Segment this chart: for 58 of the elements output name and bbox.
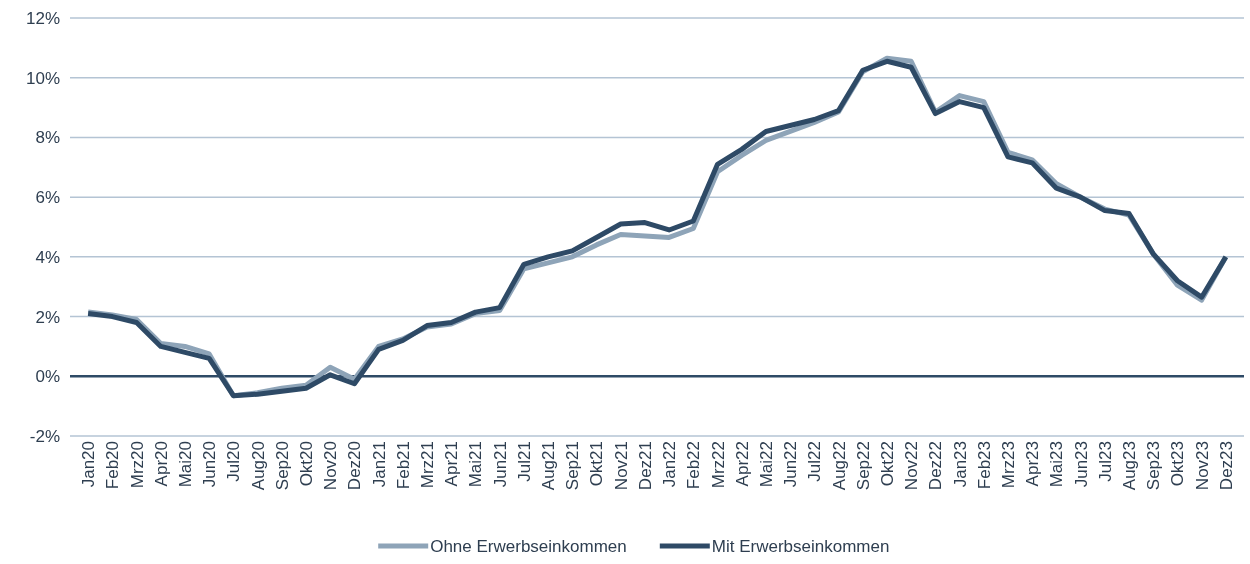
y-tick-label: 12% (25, 8, 60, 28)
x-tick-label: Mrz20 (127, 441, 147, 489)
x-tick-label: Jun23 (1071, 441, 1091, 488)
y-tick-label: 10% (25, 68, 60, 88)
x-tick-label: Nov23 (1192, 441, 1212, 491)
x-tick-label: Okt21 (587, 441, 607, 487)
x-tick-label: Aug23 (1120, 441, 1140, 491)
x-tick-label: Aug22 (829, 441, 849, 491)
x-tick-label: Mai21 (466, 441, 486, 488)
x-tick-label: Nov21 (611, 441, 631, 491)
x-tick-label: Jun22 (781, 441, 801, 488)
x-tick-label: Mrz21 (418, 441, 438, 489)
x-tick-label: Sep20 (272, 441, 292, 491)
x-tick-label: Dez22 (926, 441, 946, 491)
x-tick-label: Nov20 (321, 441, 341, 491)
x-tick-label: Mrz23 (998, 441, 1018, 489)
x-tick-label: Jul20 (224, 441, 244, 482)
y-tick-label: -2% (29, 426, 60, 446)
y-tick-label: 8% (35, 128, 60, 148)
y-tick-label: 0% (35, 367, 60, 387)
x-tick-label: Okt20 (297, 441, 317, 487)
x-tick-label: Sep21 (563, 441, 583, 491)
x-tick-label: Mrz22 (708, 441, 728, 489)
x-tick-label: Mai22 (756, 441, 776, 488)
x-tick-label: Okt22 (877, 441, 897, 487)
x-tick-label: Okt23 (1168, 441, 1188, 487)
y-tick-label: 4% (35, 247, 60, 267)
x-tick-label: Jul22 (805, 441, 825, 482)
x-tick-label: Aug21 (539, 441, 559, 491)
y-tick-label: 6% (35, 188, 60, 208)
y-tick-label: 2% (35, 307, 60, 327)
x-tick-label: Dez20 (345, 441, 365, 491)
x-tick-label: Apr20 (151, 441, 171, 487)
x-tick-label: Jan20 (79, 441, 99, 488)
x-tick-label: Jan22 (660, 441, 680, 488)
x-tick-label: Sep22 (853, 441, 873, 491)
x-tick-label: Jan23 (950, 441, 970, 488)
legend-label: Ohne Erwerbseinkommen (430, 537, 627, 556)
x-tick-label: Jul21 (514, 441, 534, 482)
x-tick-label: Jul23 (1095, 441, 1115, 482)
x-tick-label: Feb20 (103, 441, 123, 490)
x-tick-label: Nov22 (902, 441, 922, 491)
x-tick-label: Dez23 (1216, 441, 1236, 491)
x-tick-label: Jan21 (369, 441, 389, 488)
x-tick-label: Jun21 (490, 441, 510, 488)
x-tick-label: Mai20 (175, 441, 195, 488)
x-tick-label: Apr22 (732, 441, 752, 487)
x-tick-label: Mai23 (1047, 441, 1067, 488)
x-tick-label: Apr21 (442, 441, 462, 487)
x-tick-label: Apr23 (1023, 441, 1043, 487)
x-tick-label: Feb21 (393, 441, 413, 490)
x-tick-label: Jun20 (200, 441, 220, 488)
x-tick-label: Dez21 (635, 441, 655, 491)
x-tick-label: Feb22 (684, 441, 704, 490)
x-tick-label: Feb23 (974, 441, 994, 490)
x-tick-label: Aug20 (248, 441, 268, 491)
legend-label: Mit Erwerbseinkommen (711, 537, 890, 556)
x-tick-label: Sep23 (1144, 441, 1164, 491)
